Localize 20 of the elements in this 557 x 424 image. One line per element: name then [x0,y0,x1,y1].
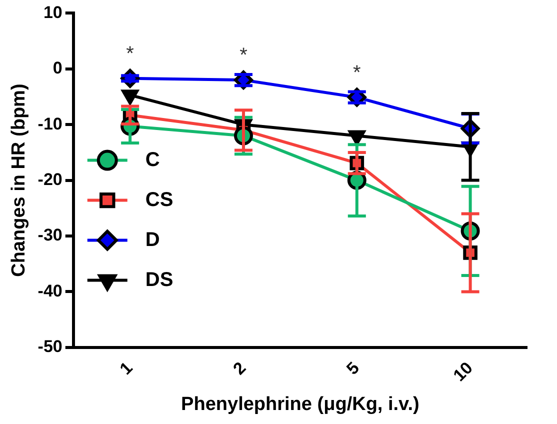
y-tick-label: -10 [38,114,62,134]
y-tick-label: -20 [38,170,62,189]
y-tick-label: 0 [52,58,62,78]
x-tick-label: 2 [229,358,250,378]
y-axis-title: Changes in HR (bpm) [8,84,30,277]
y-tick-label: -50 [38,337,62,356]
y-tick-label: 10 [43,2,62,22]
y-tick-label: -40 [38,281,62,300]
x-tick-label: 10 [450,358,476,386]
legend-label: DS [145,268,174,291]
x-tick-label: 5 [342,358,364,378]
legend-label: CS [145,188,174,211]
x-tick-label: 1 [116,358,136,378]
x-axis-title: Phenylephrine (μg/Kg, i.v.) [181,394,420,415]
legend-label: C [145,148,160,171]
y-tick-label: -30 [38,226,62,245]
annotation: * [352,62,361,84]
legend-label: D [145,228,160,251]
annotation: * [240,44,248,67]
annotation: * [126,42,134,65]
